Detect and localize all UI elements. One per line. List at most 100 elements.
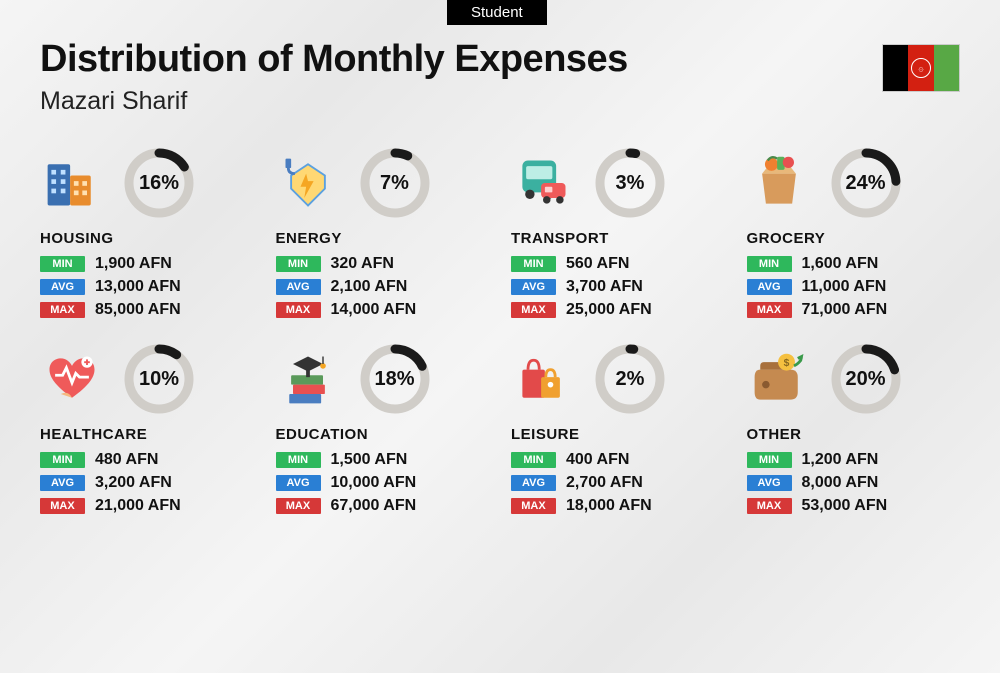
value-avg: 8,000 AFN	[802, 474, 879, 492]
value-min: 1,200 AFN	[802, 451, 879, 469]
value-min: 560 AFN	[566, 255, 629, 273]
value-avg: 3,700 AFN	[566, 278, 643, 296]
stat-avg: AVG 10,000 AFN	[276, 474, 490, 492]
label-avg: AVG	[276, 279, 321, 295]
label-avg: AVG	[40, 279, 85, 295]
percent-ring: 16%	[122, 146, 196, 220]
value-min: 400 AFN	[566, 451, 629, 469]
value-avg: 2,700 AFN	[566, 474, 643, 492]
stat-min: MIN 1,200 AFN	[747, 451, 961, 469]
category-name: TRANSPORT	[511, 230, 725, 247]
other-icon: $	[747, 347, 811, 411]
stat-min: MIN 400 AFN	[511, 451, 725, 469]
percent-value: 2%	[593, 342, 667, 416]
value-avg: 11,000 AFN	[802, 278, 887, 296]
card-top: 16%	[40, 146, 254, 220]
percent-ring: 20%	[829, 342, 903, 416]
stat-max: MAX 85,000 AFN	[40, 301, 254, 319]
label-min: MIN	[276, 256, 321, 272]
label-avg: AVG	[747, 475, 792, 491]
value-max: 85,000 AFN	[95, 301, 181, 319]
label-max: MAX	[747, 302, 792, 318]
label-max: MAX	[511, 498, 556, 514]
value-max: 25,000 AFN	[566, 301, 652, 319]
category-card-transport: 3% TRANSPORT MIN 560 AFN AVG 3,700 AFN M…	[511, 146, 725, 324]
stat-avg: AVG 2,100 AFN	[276, 278, 490, 296]
badge: Student	[447, 0, 547, 25]
card-top: 24%	[747, 146, 961, 220]
category-name: HOUSING	[40, 230, 254, 247]
stat-max: MAX 67,000 AFN	[276, 497, 490, 515]
percent-ring: 3%	[593, 146, 667, 220]
education-icon	[276, 347, 340, 411]
value-max: 14,000 AFN	[331, 301, 417, 319]
afghanistan-flag: ۞	[882, 44, 960, 92]
card-top: 10%	[40, 342, 254, 416]
category-card-other: $ 20% OTHER MIN 1,200 AFN AVG 8,000 AFN …	[747, 342, 961, 520]
leisure-icon	[511, 347, 575, 411]
stat-min: MIN 320 AFN	[276, 255, 490, 273]
label-min: MIN	[276, 452, 321, 468]
flag-stripe-green	[934, 45, 959, 91]
value-max: 53,000 AFN	[802, 497, 888, 515]
stat-max: MAX 71,000 AFN	[747, 301, 961, 319]
value-avg: 2,100 AFN	[331, 278, 408, 296]
category-card-education: 18% EDUCATION MIN 1,500 AFN AVG 10,000 A…	[276, 342, 490, 520]
category-card-healthcare: 10% HEALTHCARE MIN 480 AFN AVG 3,200 AFN…	[40, 342, 254, 520]
stat-min: MIN 480 AFN	[40, 451, 254, 469]
percent-ring: 18%	[358, 342, 432, 416]
stat-max: MAX 53,000 AFN	[747, 497, 961, 515]
percent-ring: 24%	[829, 146, 903, 220]
label-max: MAX	[276, 302, 321, 318]
percent-ring: 7%	[358, 146, 432, 220]
category-name: GROCERY	[747, 230, 961, 247]
transport-icon	[511, 151, 575, 215]
value-max: 21,000 AFN	[95, 497, 181, 515]
value-min: 480 AFN	[95, 451, 158, 469]
category-name: ENERGY	[276, 230, 490, 247]
stat-min: MIN 1,600 AFN	[747, 255, 961, 273]
housing-icon	[40, 151, 104, 215]
label-max: MAX	[511, 302, 556, 318]
value-min: 1,900 AFN	[95, 255, 172, 273]
stat-avg: AVG 3,700 AFN	[511, 278, 725, 296]
category-name: HEALTHCARE	[40, 426, 254, 443]
card-top: 3%	[511, 146, 725, 220]
grocery-icon	[747, 151, 811, 215]
value-min: 1,600 AFN	[802, 255, 879, 273]
value-avg: 13,000 AFN	[95, 278, 181, 296]
value-max: 67,000 AFN	[331, 497, 417, 515]
category-grid: 16% HOUSING MIN 1,900 AFN AVG 13,000 AFN…	[0, 126, 1000, 520]
label-min: MIN	[40, 452, 85, 468]
percent-value: 20%	[829, 342, 903, 416]
category-card-energy: 7% ENERGY MIN 320 AFN AVG 2,100 AFN MAX …	[276, 146, 490, 324]
main-title: Distribution of Monthly Expenses	[40, 38, 628, 81]
label-min: MIN	[747, 452, 792, 468]
subtitle: Mazari Sharif	[40, 87, 628, 116]
stat-avg: AVG 3,200 AFN	[40, 474, 254, 492]
label-min: MIN	[40, 256, 85, 272]
percent-value: 3%	[593, 146, 667, 220]
flag-stripe-black	[883, 45, 908, 91]
card-top: 18%	[276, 342, 490, 416]
category-card-leisure: 2% LEISURE MIN 400 AFN AVG 2,700 AFN MAX…	[511, 342, 725, 520]
percent-value: 7%	[358, 146, 432, 220]
label-avg: AVG	[511, 475, 556, 491]
percent-value: 16%	[122, 146, 196, 220]
label-min: MIN	[747, 256, 792, 272]
card-top: $ 20%	[747, 342, 961, 416]
category-name: LEISURE	[511, 426, 725, 443]
stat-max: MAX 18,000 AFN	[511, 497, 725, 515]
energy-icon	[276, 151, 340, 215]
stat-min: MIN 1,500 AFN	[276, 451, 490, 469]
stat-max: MAX 21,000 AFN	[40, 497, 254, 515]
category-name: OTHER	[747, 426, 961, 443]
value-avg: 10,000 AFN	[331, 474, 417, 492]
percent-value: 24%	[829, 146, 903, 220]
percent-value: 10%	[122, 342, 196, 416]
label-max: MAX	[276, 498, 321, 514]
healthcare-icon	[40, 347, 104, 411]
stat-max: MAX 25,000 AFN	[511, 301, 725, 319]
card-top: 7%	[276, 146, 490, 220]
flag-emblem: ۞	[911, 58, 931, 78]
